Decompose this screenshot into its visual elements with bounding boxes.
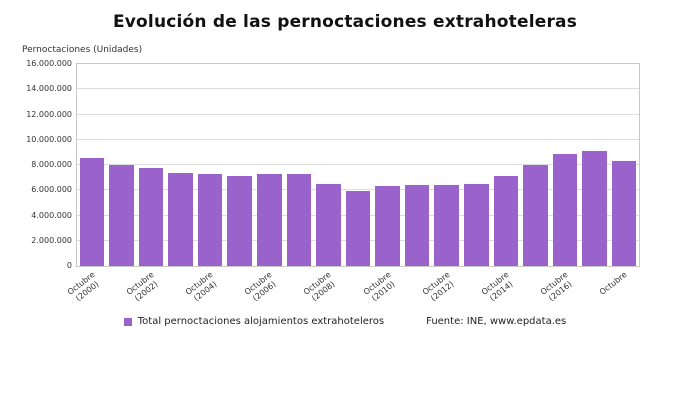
y-axis-tick-labels: 0 2.000.000 4.000.000 6.000.000 8.000.000 10.… xyxy=(0,59,72,270)
x-tick-label: Octubre (2006) xyxy=(243,270,278,303)
x-tick-label: Octubre (2000) xyxy=(65,270,101,303)
y-tick-label: 2.000.000 xyxy=(31,235,72,245)
legend-swatch-icon xyxy=(123,317,132,326)
bar xyxy=(316,183,341,266)
bar xyxy=(79,158,105,266)
bar xyxy=(197,173,223,266)
bar xyxy=(256,173,282,266)
y-tick-label: 14.000.000 xyxy=(26,84,72,94)
bar xyxy=(493,176,519,266)
y-tick-label: 4.000.000 xyxy=(31,210,72,220)
y-tick-label: 8.000.000 xyxy=(31,160,72,169)
bar xyxy=(168,172,193,266)
x-tick-label: Octubre (2010) xyxy=(361,270,396,303)
gridline xyxy=(77,138,639,140)
gridline xyxy=(77,164,639,165)
y-tick-label: 6.000.000 xyxy=(31,185,72,195)
x-tick-label: Octubre (2014) xyxy=(479,270,515,303)
y-tick-label: 10.000.000 xyxy=(26,134,72,144)
y-tick-label: 12.000.000 xyxy=(26,109,72,119)
bar xyxy=(404,184,430,266)
x-tick-label: Octubre (2016) xyxy=(538,270,574,303)
y-axis-unit-label: Pernoctaciones (Unidades) xyxy=(22,45,143,55)
x-axis-tick-labels: Octubre (2000) Octubre (2002) Octubre (200… xyxy=(66,268,638,320)
plot-area xyxy=(76,63,640,267)
bar xyxy=(375,186,400,266)
source-attribution: Fuente: INE, www.epdata.es xyxy=(426,316,567,327)
gridline xyxy=(77,113,639,115)
x-tick-label: Octubre (2004) xyxy=(183,270,219,303)
x-tick-label: Octubre (2008) xyxy=(302,270,337,303)
bar xyxy=(286,174,312,266)
bar xyxy=(434,185,460,266)
bar xyxy=(227,176,252,266)
bar xyxy=(611,160,637,266)
bar xyxy=(523,165,548,266)
x-tick-label: Octubre (2012) xyxy=(420,270,456,303)
bar xyxy=(464,183,489,266)
legend: Total pernoctaciones alojamientos extrah… xyxy=(0,316,690,327)
bar xyxy=(138,167,164,266)
x-tick-label: Octubre (2002) xyxy=(124,270,160,303)
gridline xyxy=(77,189,639,191)
chart-title: Evolución de las pernoctaciones extrahot… xyxy=(112,12,578,32)
y-tick-label: 0 xyxy=(66,261,72,270)
bar xyxy=(552,154,578,266)
y-tick-label: 16.000.000 xyxy=(26,59,72,68)
bar xyxy=(109,165,134,266)
legend-series-label: Total pernoctaciones alojamientos extrah… xyxy=(137,316,385,327)
bar xyxy=(582,151,607,266)
bar xyxy=(345,190,371,266)
x-tick-label: Octubre xyxy=(597,270,629,297)
gridline xyxy=(77,88,639,90)
